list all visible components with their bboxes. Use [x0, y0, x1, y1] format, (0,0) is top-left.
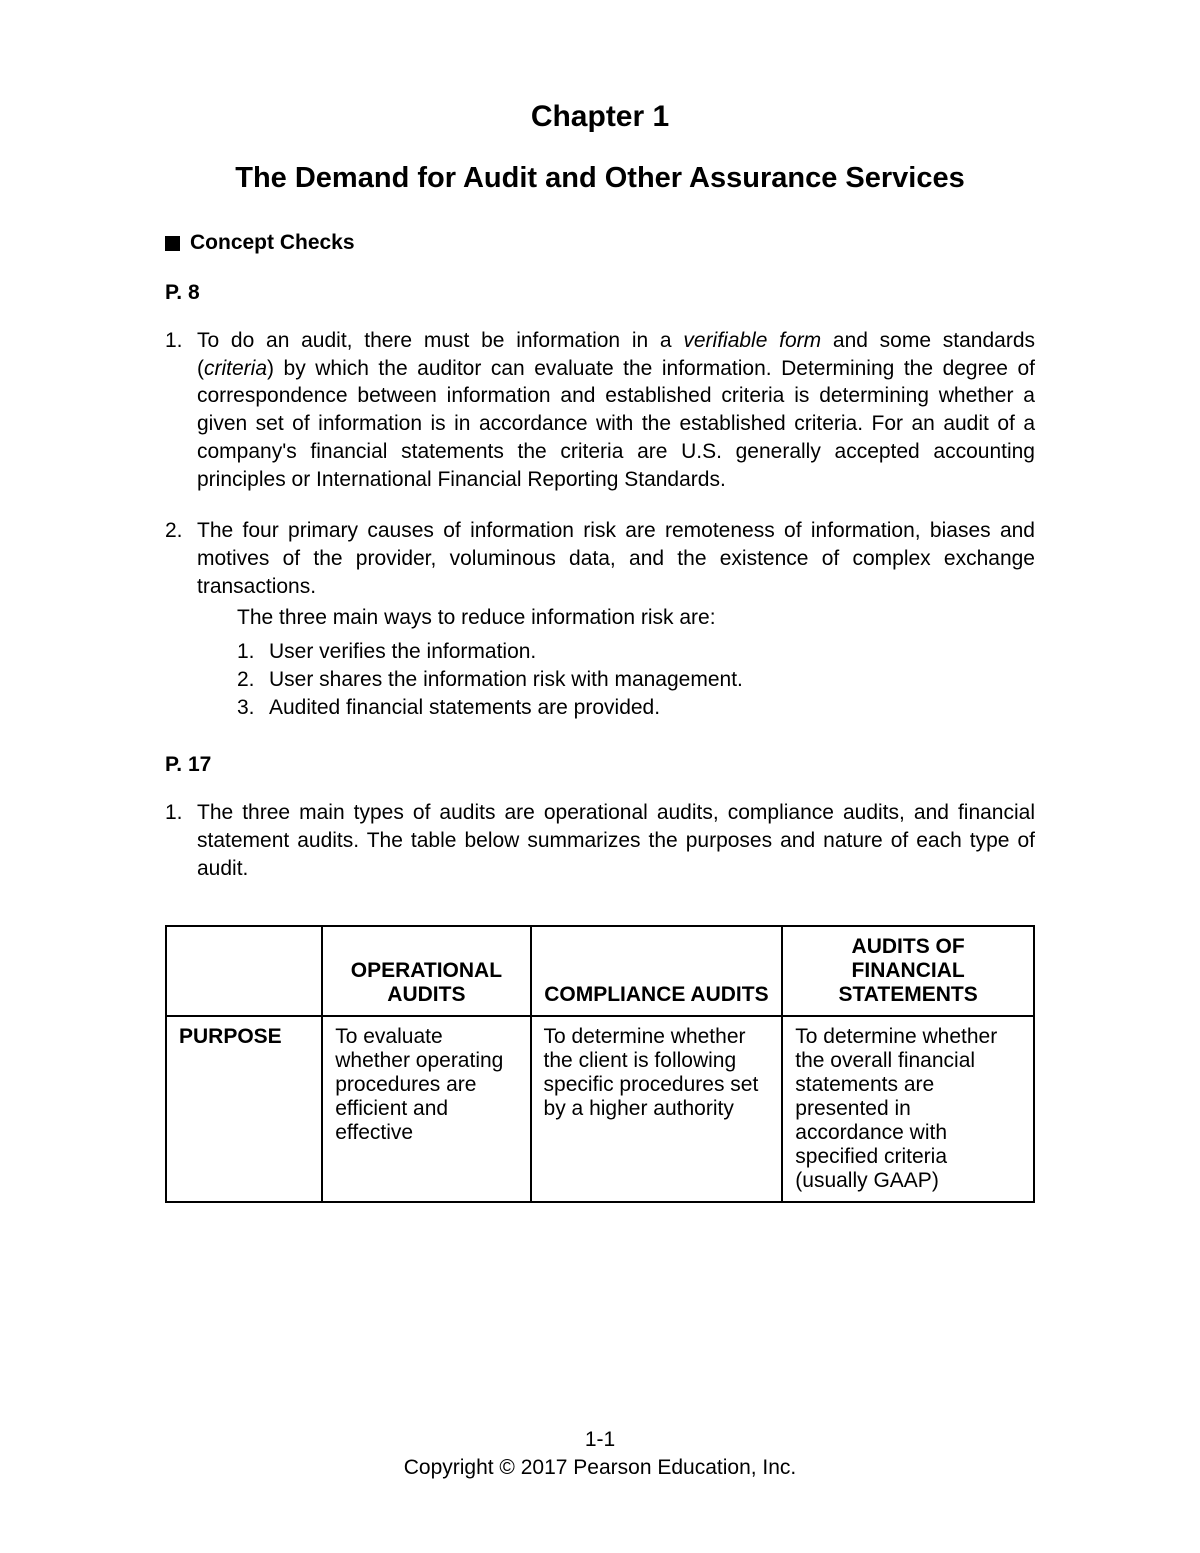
p8-item-2: 2. The four primary causes of informatio…: [165, 517, 1035, 600]
section-header-label: Concept Checks: [190, 231, 355, 255]
text-part: ) by which the auditor can evaluate the …: [197, 357, 1035, 491]
p17-item-1: 1. The three main types of audits are op…: [165, 799, 1035, 882]
table-header-blank: [166, 926, 322, 1016]
page-ref-17: P. 17: [165, 753, 1035, 777]
item-body: The three main types of audits are opera…: [197, 799, 1035, 882]
chapter-title: The Demand for Audit and Other Assurance…: [165, 162, 1035, 195]
footer-copyright: Copyright © 2017 Pearson Education, Inc.: [0, 1454, 1200, 1481]
cell-financial-purpose: To determine whether the overall financi…: [782, 1016, 1034, 1202]
sub-item-number: 1.: [237, 638, 269, 666]
row-label-purpose: PURPOSE: [166, 1016, 322, 1202]
table-header-operational: OPERATIONAL AUDITS: [322, 926, 530, 1016]
item-number: 1.: [165, 799, 197, 882]
sub-item: 2. User shares the information risk with…: [237, 666, 1035, 694]
table-header-row: OPERATIONAL AUDITS COMPLIANCE AUDITS AUD…: [166, 926, 1034, 1016]
chapter-number: Chapter 1: [165, 100, 1035, 134]
page-ref-8: P. 8: [165, 281, 1035, 305]
sub-item-text: User shares the information risk with ma…: [269, 666, 743, 694]
sub-item: 3. Audited financial statements are prov…: [237, 694, 1035, 722]
sub-item: 1. User verifies the information.: [237, 638, 1035, 666]
page-footer: 1-1 Copyright © 2017 Pearson Education, …: [0, 1426, 1200, 1481]
table-header-compliance: COMPLIANCE AUDITS: [531, 926, 783, 1016]
table-header-financial: AUDITS OF FINANCIAL STATEMENTS: [782, 926, 1034, 1016]
sub-item-text: Audited financial statements are provide…: [269, 694, 660, 722]
cell-operational-purpose: To evaluate whether operating procedures…: [322, 1016, 530, 1202]
sub-intro: The three main ways to reduce informatio…: [237, 604, 1035, 632]
square-bullet-icon: [165, 236, 180, 251]
text-part: To do an audit, there must be informatio…: [197, 329, 683, 352]
table-row: PURPOSE To evaluate whether operating pr…: [166, 1016, 1034, 1202]
section-concept-checks: Concept Checks: [165, 231, 1035, 255]
italic-text: verifiable form: [683, 329, 821, 352]
item-body: To do an audit, there must be informatio…: [197, 327, 1035, 493]
audit-types-table: OPERATIONAL AUDITS COMPLIANCE AUDITS AUD…: [165, 925, 1035, 1203]
cell-compliance-purpose: To determine whether the client is follo…: [531, 1016, 783, 1202]
sub-item-number: 2.: [237, 666, 269, 694]
sub-item-text: User verifies the information.: [269, 638, 536, 666]
item-number: 2.: [165, 517, 197, 600]
footer-page-number: 1-1: [0, 1426, 1200, 1453]
item-number: 1.: [165, 327, 197, 493]
sub-item-number: 3.: [237, 694, 269, 722]
italic-text: criteria: [204, 357, 267, 380]
sub-list: 1. User verifies the information. 2. Use…: [237, 638, 1035, 721]
item-body: The four primary causes of information r…: [197, 517, 1035, 600]
p8-item-1: 1. To do an audit, there must be informa…: [165, 327, 1035, 493]
